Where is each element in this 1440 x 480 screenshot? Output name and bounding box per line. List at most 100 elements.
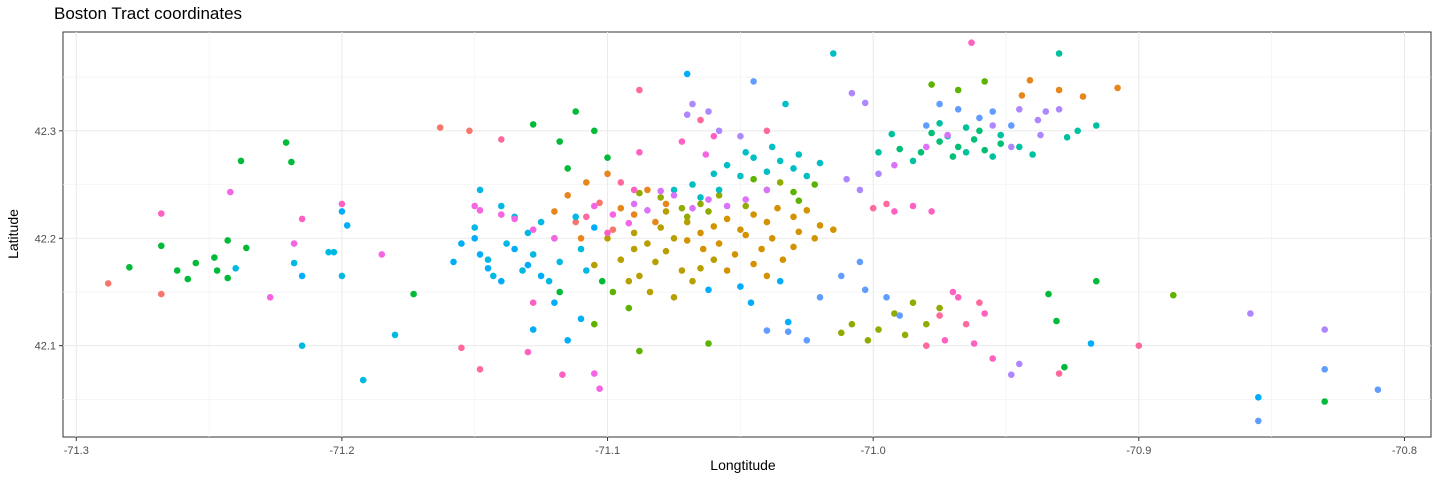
data-point [636,272,643,280]
data-point [498,136,505,143]
data-point [909,157,917,165]
data-point [529,121,537,128]
data-point [715,240,723,247]
data-point [949,288,957,296]
data-point [1008,143,1015,151]
data-point [378,251,386,258]
data-point [697,116,704,124]
data-point [923,320,930,328]
data-point [636,347,643,355]
data-point [577,315,585,323]
data-point [962,124,970,131]
data-point [476,251,484,258]
data-point [529,226,537,233]
data-point [683,213,691,221]
data-point [816,159,824,167]
data-point [838,329,845,337]
data-point [609,211,617,218]
data-point [949,153,957,160]
data-point [689,181,696,188]
data-point [338,272,346,280]
data-point [989,108,996,115]
data-point [737,283,744,290]
data-point [1016,143,1023,151]
data-point [511,245,518,253]
data-point [962,320,970,328]
data-point [856,186,864,194]
data-point [683,237,691,244]
data-point [678,267,686,274]
data-point [883,294,890,301]
data-point [458,240,465,247]
data-point [697,229,704,237]
data-point [838,272,845,280]
data-point [1029,151,1036,158]
data-point [529,299,537,307]
data-point [954,86,962,94]
data-point [750,260,757,268]
data-point [976,127,983,135]
data-point [954,294,962,301]
data-point [583,213,590,221]
data-point [636,189,643,197]
data-point [710,223,718,230]
data-point [577,245,585,253]
y-tick-label: 42.3 [35,126,56,138]
data-point [630,186,638,194]
data-point [790,188,797,196]
data-point [237,157,245,165]
data-point [954,143,962,151]
x-tick-label: -70.9 [1126,445,1151,457]
data-point [891,161,898,169]
data-point [811,235,818,242]
data-point [968,39,975,46]
data-point [630,229,638,237]
data-point [1114,84,1121,92]
data-point [697,265,704,272]
data-point [909,202,917,210]
data-point [288,158,295,166]
data-point [471,235,479,242]
y-tick-label: 42.2 [35,233,56,245]
data-point [803,172,811,180]
data-point [1055,106,1063,113]
data-point [790,165,797,172]
data-point [290,259,298,267]
data-point [282,139,290,146]
data-point [158,210,165,217]
data-point [556,138,563,145]
data-point [662,247,670,255]
y-axis-title: Latitude [5,209,21,259]
data-point [896,145,903,153]
data-point [981,146,988,154]
data-point [266,294,274,301]
data-point [1018,92,1026,99]
data-point [1016,360,1023,368]
data-point [856,258,864,266]
data-point [928,208,935,215]
data-point [1063,134,1071,141]
data-point [864,337,872,344]
data-point [715,192,723,199]
data-point [484,256,492,264]
data-point [768,143,776,151]
data-point [436,124,444,131]
data-point [224,274,231,282]
data-point [742,202,749,210]
data-point [1093,122,1100,129]
data-point [652,218,659,226]
data-point [758,245,765,253]
x-tick-label: -71.0 [861,445,886,457]
data-point [609,226,617,233]
data-point [699,245,707,253]
data-point [604,235,611,242]
data-point [928,81,935,88]
data-point [936,120,943,127]
data-point [782,100,789,108]
x-tick-label: -71.2 [329,445,354,457]
data-point [213,267,221,274]
data-point [742,149,749,156]
data-point [537,218,545,226]
data-point [936,304,943,312]
